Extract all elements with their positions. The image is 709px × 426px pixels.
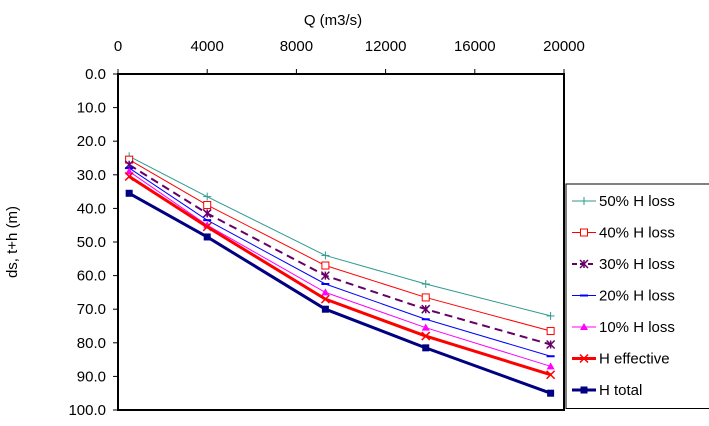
legend-item: 10% H loss [572, 319, 675, 336]
data-point [422, 344, 430, 352]
y-tick-label: 0.0 [85, 66, 106, 83]
y-tick-label: 50.0 [77, 234, 106, 251]
data-point [320, 271, 330, 281]
series-40-h-loss [125, 155, 555, 336]
x-tick-label: 4000 [191, 38, 224, 55]
legend-label: 20% H loss [599, 288, 675, 305]
y-tick-label: 80.0 [77, 335, 106, 352]
y-tick-label: 40.0 [77, 200, 106, 217]
legend-item: H total [572, 382, 642, 399]
legend-marker [580, 323, 588, 330]
legend-label: 40% H loss [599, 225, 675, 242]
data-point [202, 222, 212, 232]
legend-label: 30% H loss [599, 256, 675, 273]
data-point [421, 323, 430, 331]
x-tick-label: 8000 [280, 38, 313, 55]
legend: 50% H loss 40% H loss 30% H loss 20% H loss… [565, 183, 709, 409]
series-h-effective [124, 171, 556, 380]
y-tick-label: 90.0 [77, 368, 106, 385]
series-20-h-loss [125, 167, 555, 358]
data-point [421, 304, 431, 314]
data-point [124, 171, 134, 182]
data-point [546, 370, 556, 380]
data-point [321, 288, 330, 296]
legend-box [565, 183, 709, 409]
data-point [421, 331, 431, 341]
x-tick-label: 16000 [454, 38, 496, 55]
legend-marker [579, 259, 589, 269]
data-point [202, 208, 212, 218]
plot-area: 0 4000 8000 12000 16000 20000 0.0 10.0 20.0 30.0 4… [68, 38, 584, 419]
legend-marker [580, 197, 588, 205]
legend-item: 30% H loss [572, 256, 675, 273]
legend-item: 20% H loss [572, 288, 675, 305]
legend-item: 40% H loss [572, 225, 675, 242]
data-point [321, 261, 330, 270]
data-point [321, 305, 329, 313]
x-tick-label: 12000 [365, 38, 407, 55]
legend-item: 50% H loss [572, 193, 675, 210]
data-point [321, 251, 330, 260]
data-point [320, 294, 330, 304]
legend-label: H effective [599, 351, 670, 368]
data-point [546, 339, 556, 350]
y-axis-label: ds, t+h (m) [4, 206, 21, 278]
y-tick-label: 100.0 [68, 402, 106, 419]
x-tick-label: 20000 [543, 38, 585, 55]
data-point [547, 389, 555, 397]
legend-marker [580, 386, 588, 394]
data-point [421, 293, 430, 302]
data-point [203, 201, 212, 210]
x-axis-label: Q (m3/s) [304, 12, 362, 29]
legend-label: H total [599, 382, 642, 399]
x-tick-label: 0 [114, 38, 122, 55]
y-tick-label: 60.0 [77, 268, 106, 285]
data-point [546, 362, 555, 370]
data-point [203, 192, 212, 201]
legend-label: 10% H loss [599, 319, 675, 336]
plot-frame [117, 73, 565, 411]
data-point [546, 327, 555, 336]
legend-item: H effective [572, 351, 670, 368]
data-point [125, 167, 134, 175]
legend-marker [579, 353, 589, 364]
data-point [421, 280, 430, 288]
data-point [125, 189, 133, 197]
legend-marker [580, 228, 588, 237]
y-tick-label: 30.0 [77, 167, 106, 184]
data-point [546, 311, 555, 320]
y-tick-label: 10.0 [77, 100, 106, 117]
legend-label: 50% H loss [599, 193, 675, 210]
data-point [203, 233, 211, 241]
y-tick-label: 70.0 [77, 301, 106, 318]
y-tick-label: 20.0 [77, 133, 106, 150]
series-h-total [125, 189, 555, 397]
